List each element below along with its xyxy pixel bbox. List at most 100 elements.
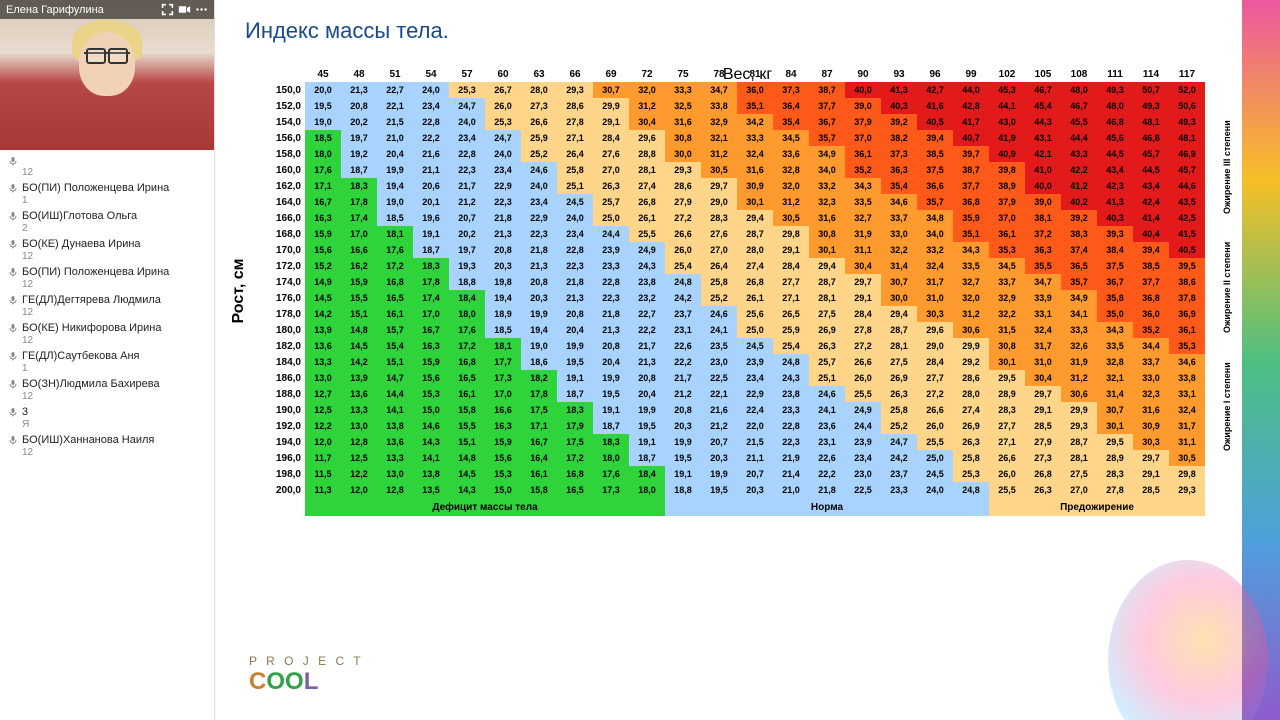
bmi-cell: 29,7: [1133, 450, 1169, 466]
bmi-cell: 31,2: [1061, 370, 1097, 386]
bmi-cell: 13,5: [413, 482, 449, 498]
bmi-cell: 29,1: [845, 290, 881, 306]
expand-icon[interactable]: [161, 3, 174, 16]
bmi-cell: 14,1: [413, 450, 449, 466]
bmi-cell: 32,8: [773, 162, 809, 178]
bmi-cell: 30,5: [773, 210, 809, 226]
bmi-cell: 43,0: [989, 114, 1025, 130]
participant-item[interactable]: ГЕ(ДЛ)Саутбекова Аня1: [0, 348, 214, 376]
bmi-cell: 19,9: [701, 466, 737, 482]
bmi-cell: 20,8: [341, 98, 377, 114]
bmi-cell: 35,7: [1061, 274, 1097, 290]
bmi-cell: 31,6: [1133, 402, 1169, 418]
bmi-cell: 16,6: [485, 402, 521, 418]
bmi-cell: 21,6: [413, 146, 449, 162]
bmi-cell: 18,1: [377, 226, 413, 242]
bmi-cell: 28,8: [629, 146, 665, 162]
participant-item[interactable]: БО(ЗН)Людмила Бахирева12: [0, 376, 214, 404]
bmi-cell: 20,4: [593, 354, 629, 370]
presenter-video[interactable]: Елена Гарифулина: [0, 0, 214, 150]
bmi-cell: 26,4: [557, 146, 593, 162]
bmi-cell: 30,5: [701, 162, 737, 178]
more-icon[interactable]: [195, 3, 208, 16]
bmi-cell: 34,6: [881, 194, 917, 210]
bmi-cell: 26,0: [485, 98, 521, 114]
bmi-cell: 28,1: [1061, 450, 1097, 466]
bmi-cell: 24,7: [449, 98, 485, 114]
participant-item[interactable]: БО(КЕ) Дунаева Ирина12: [0, 236, 214, 264]
bmi-cell: 26,3: [593, 178, 629, 194]
weight-header: 102: [989, 66, 1025, 82]
participant-item[interactable]: БО(КЕ) Никифорова Ирина12: [0, 320, 214, 348]
bmi-cell: 25,3: [953, 466, 989, 482]
camera-icon[interactable]: [178, 3, 191, 16]
bmi-cell: 31,9: [1061, 354, 1097, 370]
bmi-cell: 27,4: [629, 178, 665, 194]
bmi-cell: 33,3: [665, 82, 701, 98]
height-header: 178,0: [269, 306, 305, 322]
bmi-cell: 23,4: [521, 194, 557, 210]
bmi-cell: 13,0: [305, 370, 341, 386]
participant-item[interactable]: 3Я: [0, 404, 214, 432]
participant-name: БО(ПИ) Положенцева Ирина: [22, 266, 169, 278]
bmi-cell: 33,1: [1169, 386, 1205, 402]
bmi-cell: 27,8: [557, 114, 593, 130]
participant-count: 12: [22, 251, 206, 262]
height-header: 164,0: [269, 194, 305, 210]
bmi-cell: 42,5: [1169, 210, 1205, 226]
bmi-cell: 26,6: [917, 402, 953, 418]
bmi-cell: 41,2: [1061, 178, 1097, 194]
bmi-cell: 12,5: [305, 402, 341, 418]
bmi-cell: 18,7: [629, 450, 665, 466]
bmi-cell: 36,4: [773, 98, 809, 114]
participant-item[interactable]: ГЕ(ДЛ)Дегтярева Людмила12: [0, 292, 214, 320]
bmi-cell: 21,7: [449, 178, 485, 194]
bmi-cell: 16,1: [377, 306, 413, 322]
bmi-cell: 19,9: [629, 402, 665, 418]
bmi-cell: 29,4: [809, 258, 845, 274]
bmi-cell: 44,6: [1169, 178, 1205, 194]
bmi-cell: 19,9: [557, 338, 593, 354]
bmi-cell: 22,3: [593, 290, 629, 306]
bmi-cell: 26,0: [845, 370, 881, 386]
participant-item[interactable]: БО(ИШ)Ханнанова Наиля12: [0, 432, 214, 460]
bmi-cell: 18,5: [377, 210, 413, 226]
bmi-cell: 12,0: [305, 434, 341, 450]
bmi-cell: 34,0: [809, 162, 845, 178]
height-header: 152,0: [269, 98, 305, 114]
bmi-cell: 26,0: [665, 242, 701, 258]
bmi-cell: 18,4: [629, 466, 665, 482]
bmi-cell: 28,5: [1025, 418, 1061, 434]
bmi-cell: 48,1: [1133, 114, 1169, 130]
bmi-cell: 18,0: [629, 482, 665, 498]
bmi-cell: 22,6: [809, 450, 845, 466]
participant-name: БО(ЗН)Людмила Бахирева: [22, 378, 160, 390]
bmi-cell: 29,4: [737, 210, 773, 226]
bmi-cell: 44,5: [1097, 146, 1133, 162]
bmi-cell: 15,9: [341, 274, 377, 290]
bmi-cell: 18,7: [341, 162, 377, 178]
bmi-cell: 18,1: [485, 338, 521, 354]
bmi-cell: 19,0: [377, 194, 413, 210]
participant-item[interactable]: 12: [0, 154, 214, 180]
bmi-cell: 23,0: [845, 466, 881, 482]
participant-item[interactable]: БО(ИШ)Глотова Ольга2: [0, 208, 214, 236]
bmi-cell: 35,7: [809, 130, 845, 146]
weight-header: 57: [449, 66, 485, 82]
bmi-cell: 34,9: [1061, 290, 1097, 306]
bmi-cell: 17,6: [449, 322, 485, 338]
bmi-cell: 16,2: [341, 258, 377, 274]
participant-item[interactable]: БО(ПИ) Положенцева Ирина12: [0, 264, 214, 292]
weight-header: 54: [413, 66, 449, 82]
height-header: 200,0: [269, 482, 305, 498]
bmi-cell: 45,7: [1169, 162, 1205, 178]
bmi-cell: 28,5: [1133, 482, 1169, 498]
bmi-cell: 22,5: [845, 482, 881, 498]
bmi-cell: 30,1: [1097, 418, 1133, 434]
participant-list[interactable]: 12БО(ПИ) Положенцева Ирина1БО(ИШ)Глотова…: [0, 150, 214, 720]
bmi-cell: 20,7: [737, 466, 773, 482]
bmi-cell: 23,8: [629, 274, 665, 290]
bmi-cell: 20,8: [629, 370, 665, 386]
participant-item[interactable]: БО(ПИ) Положенцева Ирина1: [0, 180, 214, 208]
bmi-cell: 36,7: [809, 114, 845, 130]
